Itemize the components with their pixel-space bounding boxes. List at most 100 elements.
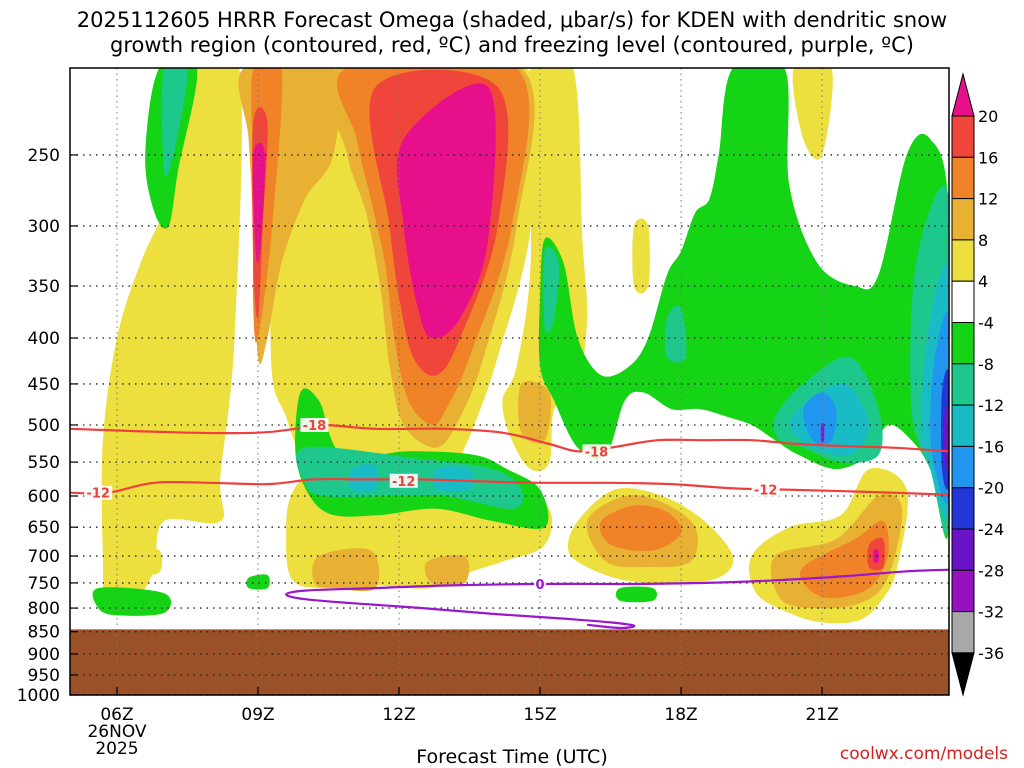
colorbar-label-3: 8	[978, 231, 988, 250]
y-tick-label-750: 750	[28, 574, 60, 594]
contour-line-0	[70, 423, 949, 453]
contour-label-bg-1-2	[751, 482, 780, 497]
y-tick-label-550: 550	[28, 453, 60, 473]
chart-title: 2025112605 HRRR Forecast Omega (shaded, …	[0, 8, 1024, 58]
colorbar-label-9: -20	[978, 479, 1004, 498]
colorbar-label-4: 4	[978, 272, 988, 291]
contour-line-layer: -18 -18 -12 -12 -12 0	[70, 417, 949, 630]
colorbar-box-5	[951, 280, 975, 324]
x-tick-label-12Z: 12Z	[382, 705, 415, 725]
omega-region-y4-0	[101, 68, 242, 610]
y-tick-label-1000: 1000	[17, 686, 60, 706]
contour-line-1	[70, 477, 949, 496]
omega-region-y4-6	[792, 68, 833, 160]
y-tick-label-500: 500	[28, 416, 60, 436]
omega-region-p24-45	[943, 405, 949, 473]
grid-layer	[70, 68, 949, 696]
colorbar-label-6: -8	[978, 355, 994, 374]
colorbar-box-3	[951, 198, 975, 241]
contour-label-bg-2-0	[534, 576, 547, 591]
omega-region-o8-12	[424, 554, 470, 586]
y-tick-label-400: 400	[28, 329, 60, 349]
y-tick-label-800: 800	[28, 599, 60, 619]
omega-region-g4-30	[246, 574, 270, 590]
axis-layer: 2503003504004505005506006507007508008509…	[17, 67, 950, 759]
x-axis-label: Forecast Time (UTC)	[416, 746, 608, 768]
contour-label-bg-0-1	[582, 444, 611, 459]
omega-region-t8-34	[543, 246, 560, 333]
colorbar-label-7: -12	[978, 396, 1004, 415]
omega-region-m20-23	[252, 142, 266, 264]
x-tick-label-09Z: 09Z	[241, 705, 274, 725]
colorbar-label-8: -16	[978, 437, 1004, 456]
colorbar-label-10: -24	[978, 520, 1004, 539]
colorbar-label-13: -36	[978, 644, 1004, 663]
x-tick-label-06Z: 06Z	[100, 705, 133, 725]
x-date-label-0: 26NOV	[87, 722, 146, 742]
y-tick-label-950: 950	[28, 666, 60, 686]
contour-line-2	[285, 568, 949, 630]
x-tick-label-21Z: 21Z	[805, 705, 838, 725]
omega-region-o8-13	[518, 381, 552, 444]
x-tick-label-18Z: 18Z	[664, 705, 697, 725]
colorbar-box-6	[951, 322, 975, 365]
y-tick-label-900: 900	[28, 645, 60, 665]
colorbar-box-11	[951, 528, 975, 571]
omega-region-y4-8	[132, 547, 163, 576]
chart-title-line-1: 2025112605 HRRR Forecast Omega (shaded, …	[76, 8, 948, 32]
contour-label-0-0: -18	[303, 419, 327, 434]
colorbar-box-8	[951, 404, 975, 447]
colorbar-label-12: -32	[978, 603, 1004, 622]
colorbar-label-1: 16	[978, 148, 998, 167]
colorbar-box-9	[951, 445, 975, 489]
contour-label-0-1: -18	[585, 445, 609, 460]
contour-label-bg-0-0	[300, 417, 329, 432]
y-tick-label-650: 650	[28, 518, 60, 538]
contour-label-1-2: -12	[754, 483, 778, 498]
omega-region-t8-32	[161, 68, 188, 177]
y-tick-label-450: 450	[28, 375, 60, 395]
x-tick-label-15Z: 15Z	[523, 705, 556, 725]
y-tick-label-350: 350	[28, 277, 60, 297]
contour-label-2-0: 0	[536, 578, 545, 593]
omega-region-g4-28	[538, 68, 949, 539]
y-tick-label-300: 300	[28, 217, 60, 237]
omega-region-y4-7	[632, 218, 650, 294]
contour-label-bg-1-1	[389, 473, 418, 488]
colorbar-bottom-arrow	[951, 652, 975, 697]
colorbar-label-5: -4	[978, 314, 994, 333]
omega-region-b16-42	[803, 392, 837, 445]
colorbar-box-4	[951, 239, 975, 282]
source-credit: coolwx.com/models	[839, 744, 1008, 764]
omega-shading-layer	[92, 68, 949, 624]
terrain-layer	[70, 629, 949, 695]
chart-title-line-2: growth region (contoured, red, ºC) and f…	[110, 33, 914, 57]
omega-region-o8-11	[312, 548, 380, 592]
contour-label-1-0: -12	[86, 487, 110, 502]
colorbar-box-12	[951, 569, 975, 613]
terrain-fill	[70, 629, 949, 695]
y-tick-label-250: 250	[28, 146, 60, 166]
omega-region-t8-35	[664, 305, 687, 363]
colorbar-box-13	[951, 611, 975, 654]
omega-region-g4-31	[615, 586, 658, 603]
plot-frame	[69, 67, 950, 696]
omega-region-g4-29	[92, 587, 172, 616]
omega-region-o12-18	[599, 505, 682, 552]
y-tick-label-700: 700	[28, 547, 60, 567]
colorbar-top-arrow	[951, 72, 975, 117]
colorbar-box-2	[951, 156, 975, 200]
x-date-label-1: 2025	[95, 739, 138, 759]
colorbar-label-0: 20	[978, 107, 998, 126]
colorbar-box-7	[951, 363, 975, 406]
colorbar-box-10	[951, 487, 975, 530]
colorbar-box-1	[951, 115, 975, 158]
colorbar-label-11: -28	[978, 561, 1004, 580]
contour-label-1-1: -12	[392, 475, 416, 490]
y-tick-label-850: 850	[28, 623, 60, 643]
omega-region-c12-38	[349, 464, 379, 493]
omega-region-o12-19	[799, 520, 889, 599]
contour-label-bg-1-0	[84, 485, 113, 500]
colorbar: 20 16 12 8 4 -4 -8 -12 -16 -20 -24 -28 -32 -36	[951, 72, 1004, 697]
